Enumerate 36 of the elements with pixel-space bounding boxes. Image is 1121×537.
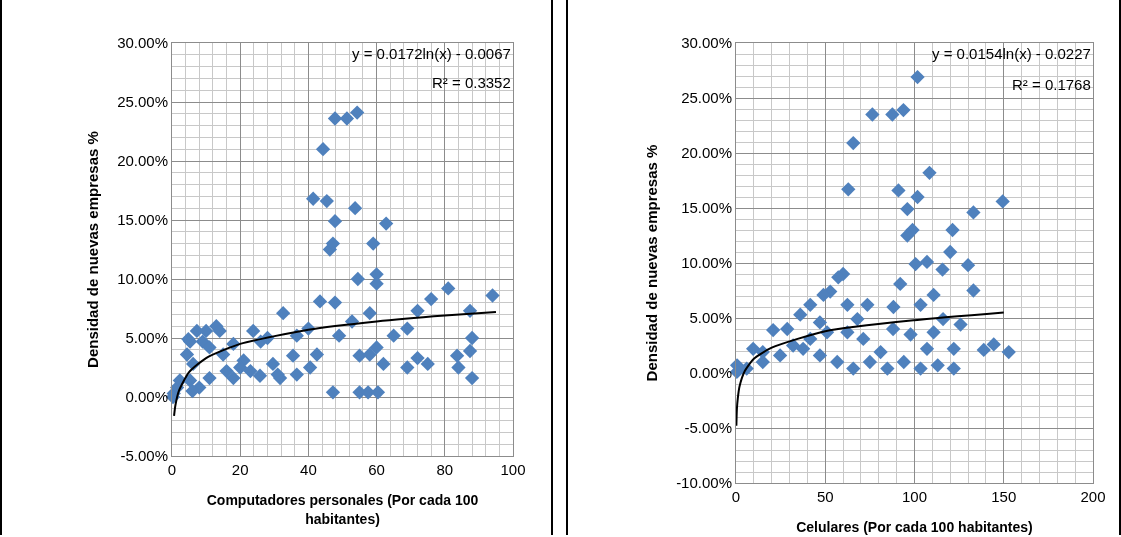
x-tick-label: 40 [300,461,317,478]
y-tick-label: 20.00% [117,152,168,170]
x-axis-title: Computadores personales (Por cada 100 habitantes) [206,492,479,527]
y-tick-label: 10.00% [117,270,168,288]
x-tick-label: 60 [368,461,385,478]
y-axis-title: Densidad de nuevas empresas % [643,144,661,382]
y-axis-title: Densidad de nuevas empresas % [84,131,102,368]
x-tick-label: 0 [167,461,177,478]
y-tick-label: 5.00% [689,309,732,327]
y-tick-label: 25.00% [681,89,732,107]
y-tick-label: 30.00% [681,34,732,52]
x-tick-label: 100 [500,461,526,478]
x-tick-label: 0 [731,488,741,505]
annotation: R² = 0.3352 [432,74,511,91]
y-tick-label: -5.00% [120,447,168,465]
y-tick-label: 0.00% [689,364,732,382]
y-tick-label: 0.00% [125,388,168,406]
y-tick-label: 15.00% [681,199,732,217]
x-tick-label: 50 [816,488,834,505]
x-tick-label: 100 [901,488,928,505]
y-tick-label: 20.00% [681,144,732,162]
y-tick-label: -10.00% [676,474,732,492]
y-tick-label: 10.00% [681,254,732,272]
y-tick-label: 5.00% [125,329,168,347]
x-axis-title: Celulares (Por cada 100 habitantes) [796,519,1033,535]
y-tick-label: -5.00% [684,419,732,437]
x-tick-label: 150 [991,488,1017,505]
x-tick-label: 20 [231,461,249,478]
annotation: y = 0.0172ln(x) - 0.0067 [352,45,511,62]
x-tick-label: 200 [1080,488,1106,505]
y-tick-label: 30.00% [117,34,168,52]
annotation: y = 0.0154ln(x) - 0.0227 [932,45,1091,62]
x-tick-label: 80 [436,461,454,478]
y-tick-label: 25.00% [117,93,168,111]
y-tick-label: 15.00% [117,211,168,229]
annotation: R² = 0.1768 [1012,76,1091,93]
